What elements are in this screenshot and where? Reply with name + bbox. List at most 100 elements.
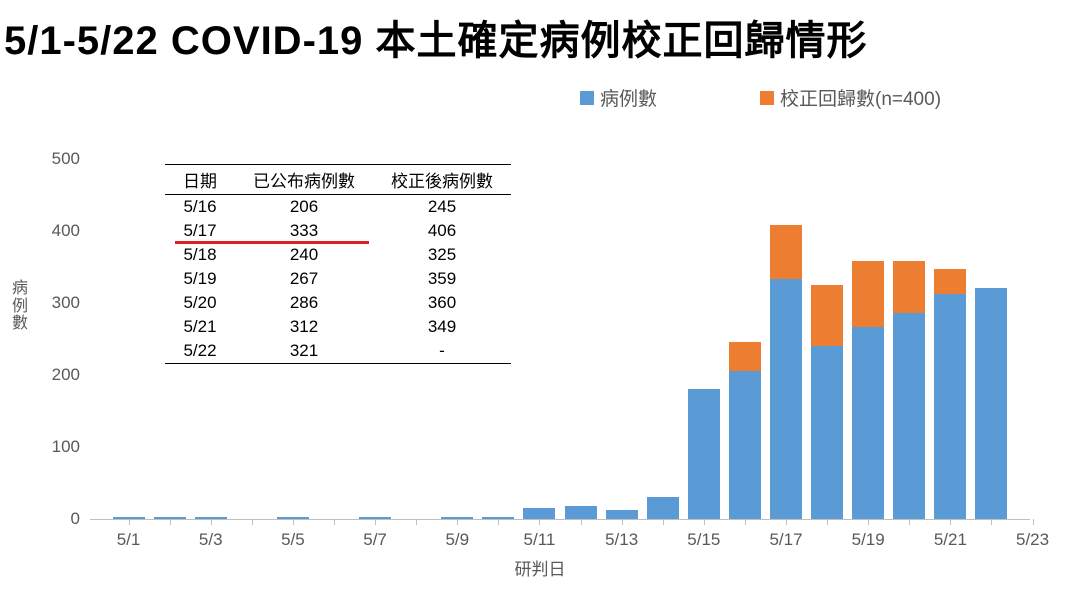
table-cell: 240 — [235, 243, 373, 267]
x-tick-label: 5/23 — [1016, 530, 1049, 550]
y-tick: 100 — [30, 437, 80, 457]
data-table: 日期已公布病例數校正後病例數 5/162062455/173334065/182… — [165, 164, 511, 364]
y-tick: 300 — [30, 293, 80, 313]
table-row: 5/17333406 — [165, 219, 511, 243]
y-axis-label: 病例數 — [12, 280, 28, 333]
table-row: 5/18240325 — [165, 243, 511, 267]
x-tick-mark — [293, 519, 294, 525]
x-tick-mark — [868, 519, 869, 525]
bar-stack-segment — [934, 269, 966, 294]
x-tick-mark — [334, 519, 335, 525]
x-tick-mark — [170, 519, 171, 525]
x-tick-mark — [539, 519, 540, 525]
table-header: 日期 — [165, 165, 235, 195]
bar-stack-segment — [811, 285, 843, 346]
table-cell: 5/17 — [165, 219, 235, 243]
bar-base-segment — [688, 389, 720, 519]
bar-stack-segment — [770, 225, 802, 279]
table-cell: 359 — [373, 267, 511, 291]
table-cell: 245 — [373, 195, 511, 220]
x-tick-mark — [786, 519, 787, 525]
bar-base-segment — [729, 371, 761, 519]
x-tick-label: 5/15 — [687, 530, 720, 550]
x-tick-mark — [950, 519, 951, 525]
highlight-underline — [175, 241, 369, 244]
legend-item-base: 病例數 — [580, 84, 657, 111]
table-row: 5/21312349 — [165, 315, 511, 339]
table-cell: 406 — [373, 219, 511, 243]
x-tick-label: 5/13 — [605, 530, 638, 550]
table-cell: 360 — [373, 291, 511, 315]
bar-base-segment — [523, 508, 555, 519]
table-cell: 325 — [373, 243, 511, 267]
x-axis-label: 研判日 — [20, 555, 1060, 580]
chart-container: 病例數 病例數 校正回歸數(n=400) 0100200300400500 研判… — [20, 80, 1060, 590]
y-tick: 200 — [30, 365, 80, 385]
table-row: 5/19267359 — [165, 267, 511, 291]
x-tick-label: 5/9 — [445, 530, 469, 550]
x-tick-mark — [663, 519, 664, 525]
x-tick-mark — [827, 519, 828, 525]
bar-base-segment — [647, 497, 679, 519]
bar-stack-segment — [729, 342, 761, 371]
bar-base-segment — [606, 510, 638, 519]
table-cell: 321 — [235, 339, 373, 364]
table-cell: 5/20 — [165, 291, 235, 315]
table-cell: 5/18 — [165, 243, 235, 267]
x-tick-mark — [1033, 519, 1034, 525]
x-tick-label: 5/11 — [524, 530, 556, 550]
bar-base-segment — [934, 294, 966, 519]
legend-swatch-stack — [760, 91, 774, 105]
bar-base-segment — [975, 288, 1007, 519]
x-tick-mark — [375, 519, 376, 525]
table-cell: 206 — [235, 195, 373, 220]
x-tick-mark — [416, 519, 417, 525]
table-cell: 5/21 — [165, 315, 235, 339]
table-row: 5/16206245 — [165, 195, 511, 220]
x-tick-mark — [909, 519, 910, 525]
x-tick-mark — [622, 519, 623, 525]
table-cell: 286 — [235, 291, 373, 315]
x-tick-label: 5/21 — [934, 530, 967, 550]
x-tick-label: 5/3 — [199, 530, 223, 550]
bar-base-segment — [770, 279, 802, 519]
legend-label-base: 病例數 — [600, 84, 657, 111]
x-tick-label: 5/17 — [769, 530, 802, 550]
table-row: 5/22321- — [165, 339, 511, 364]
x-tick-label: 5/5 — [281, 530, 305, 550]
bar-stack-segment — [852, 261, 884, 327]
table-cell: 312 — [235, 315, 373, 339]
x-tick-label: 5/1 — [117, 530, 141, 550]
x-tick-mark — [252, 519, 253, 525]
x-tick-mark — [498, 519, 499, 525]
table-cell: 5/16 — [165, 195, 235, 220]
x-tick-mark — [129, 519, 130, 525]
x-tick-label: 5/7 — [363, 530, 387, 550]
x-tick-mark — [457, 519, 458, 525]
x-tick-mark — [581, 519, 582, 525]
bar-base-segment — [893, 313, 925, 519]
table-row: 5/20286360 — [165, 291, 511, 315]
legend-item-stack: 校正回歸數(n=400) — [760, 84, 941, 111]
bar-base-segment — [852, 327, 884, 519]
x-tick-label: 5/19 — [852, 530, 885, 550]
legend-swatch-base — [580, 91, 594, 105]
x-tick-mark — [991, 519, 992, 525]
y-tick: 400 — [30, 221, 80, 241]
table-cell: 333 — [235, 219, 373, 243]
chart-title: 5/1-5/22 COVID-19 本土確定病例校正回歸情形 — [0, 0, 1080, 66]
bar-base-segment — [565, 506, 597, 519]
table-header: 已公布病例數 — [235, 165, 373, 195]
x-tick-mark — [211, 519, 212, 525]
table-cell: 5/22 — [165, 339, 235, 364]
table-cell: 5/19 — [165, 267, 235, 291]
bar-stack-segment — [893, 261, 925, 314]
y-tick: 0 — [30, 509, 80, 529]
legend-label-stack: 校正回歸數(n=400) — [780, 84, 941, 111]
x-tick-mark — [745, 519, 746, 525]
y-tick: 500 — [30, 149, 80, 169]
table-cell: - — [373, 339, 511, 364]
table-header: 校正後病例數 — [373, 165, 511, 195]
x-tick-mark — [704, 519, 705, 525]
table-cell: 267 — [235, 267, 373, 291]
